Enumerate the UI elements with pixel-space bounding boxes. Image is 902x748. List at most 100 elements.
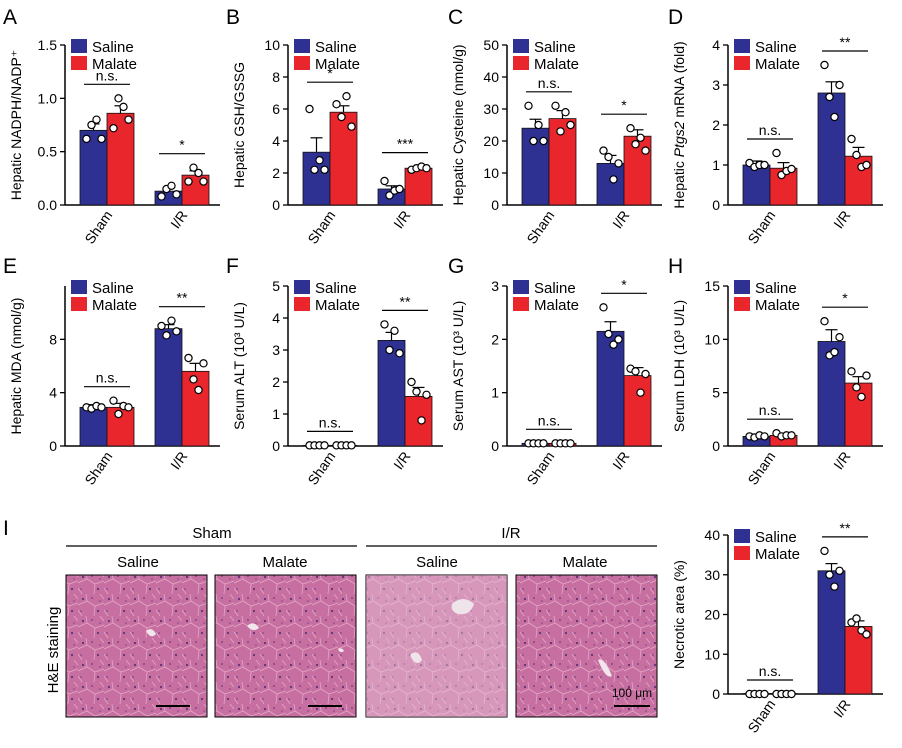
data-point [82,134,91,144]
significance-label: * [179,137,185,153]
y-tick-label: 0.0 [38,197,58,213]
data-point [189,163,198,172]
data-point [561,107,570,117]
y-tick-label: 5 [712,385,720,401]
y-tick-label: 4 [272,133,280,149]
panel-letter-g: G [448,255,464,278]
legend-label-malate: Malate [315,56,360,73]
legend-label-malate: Malate [755,56,800,73]
data-point [830,582,839,591]
data-point [604,152,613,162]
data-point [760,689,769,699]
histology-col-label-3: Saline [416,554,458,571]
y-tick-label: 10 [704,646,720,662]
data-point [380,176,389,186]
data-point [407,377,416,387]
data-point [97,134,106,144]
x-tick-label: I/R [830,449,853,473]
y-axis-title: Serum LDH (10³ U/L) [671,300,687,432]
data-point [337,112,346,122]
data-point [87,120,96,130]
x-tick-label: Sham [81,449,115,488]
data-point [524,101,533,111]
data-point [609,340,618,349]
legend-swatch-saline [734,39,750,53]
data-point [194,385,203,395]
x-tick-label: Sham [304,208,338,247]
legend-label-saline: Saline [534,280,576,297]
histology-panel: Sham I/R Saline Malate Saline Malate H&E… [45,525,658,718]
y-tick-label: 2 [712,117,720,133]
y-tick-label: 1.0 [38,90,58,106]
data-point [641,369,650,379]
legend-swatch-saline [71,39,87,53]
panel-letter-d: D [668,6,683,29]
significance-label: n.s. [759,402,782,418]
significance-label: n.s. [319,414,342,430]
legend-swatch-saline [294,39,310,53]
data-point [114,409,123,419]
data-point [395,349,404,358]
legend-label-saline: Saline [755,280,797,297]
y-tick-label: 1 [491,385,499,401]
data-point [342,91,351,101]
data-point [862,371,871,380]
legend-swatch-saline [513,280,529,294]
significance-label: n.s. [96,370,119,386]
data-point [97,403,106,412]
y-tick-label: 0 [272,197,280,213]
bar-saline-ir [817,92,846,206]
data-point [556,127,565,136]
data-point [422,163,431,173]
data-point [189,375,198,384]
significance-label: ** [840,34,851,50]
data-point [320,165,329,174]
legend-label-saline: Saline [755,39,797,56]
data-point [626,123,635,133]
y-tick-label: 0 [712,438,720,454]
panel-letter-c: C [448,6,463,29]
bar-saline-ir [377,339,406,447]
data-point [315,155,324,165]
y-tick-label: 50 [483,37,499,53]
y-axis-title: Serum AST (10³ U/L) [450,301,466,431]
data-point [412,387,421,396]
data-point [172,190,181,199]
legend-swatch-saline [513,39,529,53]
legend-label-saline: Saline [92,280,134,297]
bar-malate-sham [106,112,135,206]
histology-col-label-2: Malate [262,554,307,571]
data-point [124,115,133,124]
legend-label-malate: Malate [534,297,579,314]
data-point [760,432,769,441]
y-axis-title: Serum ALT (10³ U/L) [231,302,247,430]
data-point [614,159,623,168]
data-point [184,177,193,186]
y-tick-label: 1 [712,157,720,173]
data-point [124,403,133,412]
bar-saline-sham [79,406,108,447]
data-point [604,329,613,339]
histology-side-label: H&E staining [45,607,62,694]
bar-saline-ir [596,330,625,447]
x-tick-label: Sham [81,208,115,247]
data-point [825,570,834,579]
bar-malate-ir [181,370,210,447]
x-tick-label: I/R [830,208,853,232]
data-point [852,614,861,623]
y-tick-label: 8 [272,69,280,85]
micrograph-ir-malate: 100 μm [515,574,658,718]
chart-c: 0 10 20 30 40 50 Hepatic Cysteine (nmol/g) Sali… [450,37,662,247]
x-tick-label: I/R [390,208,413,232]
y-tick-label: 40 [704,527,720,543]
panel-letter-a: A [3,6,17,29]
x-tick-label: I/R [390,449,413,473]
data-point [539,439,548,448]
data-point [787,164,796,174]
legend-swatch-saline [734,280,750,294]
legend-swatch-malate [513,56,529,70]
y-tick-label: 0 [272,438,280,454]
y-tick-label: 1 [272,406,280,422]
data-point [566,439,575,448]
data-point [417,416,426,425]
